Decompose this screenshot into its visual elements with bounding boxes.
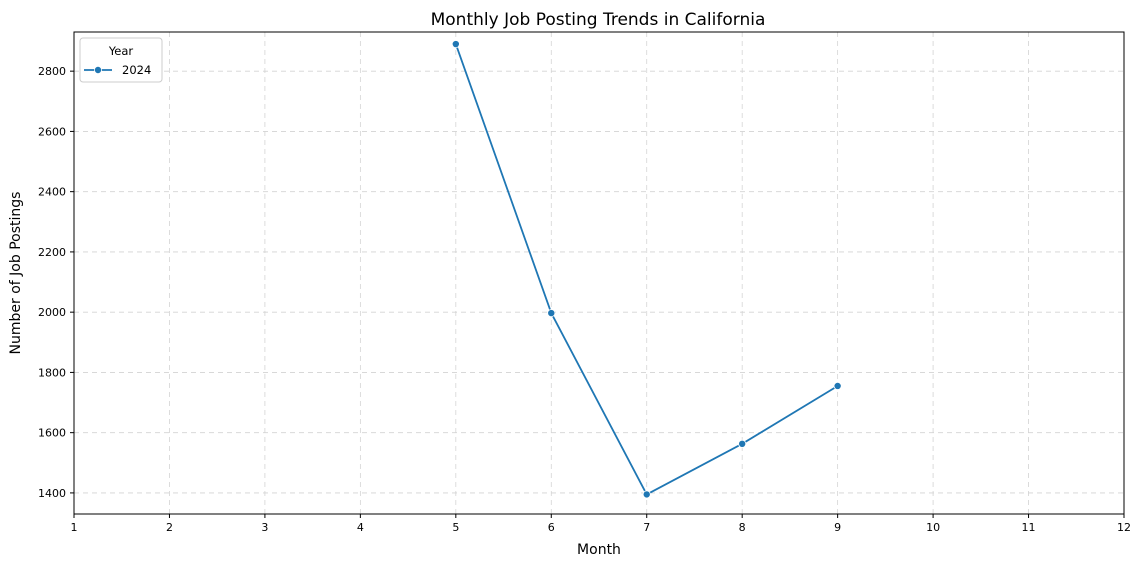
x-tick-label: 6 (548, 521, 555, 534)
y-tick-label: 2600 (38, 125, 66, 138)
x-tick-label: 1 (71, 521, 78, 534)
grid (73, 32, 1125, 514)
y-axis-label: Number of Job Postings (8, 192, 24, 355)
series-layer (451, 40, 842, 499)
data-point (451, 40, 460, 49)
plot-frame (73, 31, 1125, 515)
data-point (547, 309, 556, 318)
data-point (833, 381, 842, 390)
x-tick-label: 2 (166, 521, 173, 534)
x-tick-label: 5 (452, 521, 459, 534)
data-point (642, 490, 651, 499)
y-tick-label: 2400 (38, 186, 66, 199)
chart-title: Monthly Job Posting Trends in California (431, 10, 766, 30)
x-tick-label: 3 (261, 521, 268, 534)
x-axis: 1 2 3 4 5 6 7 8 9 10 11 12 (71, 514, 1131, 534)
legend: Year 2024 (79, 37, 163, 83)
x-tick-label: 11 (1022, 521, 1036, 534)
y-tick-label: 2200 (38, 246, 66, 259)
y-tick-label: 1400 (38, 487, 66, 500)
x-tick-label: 9 (834, 521, 841, 534)
y-tick-label: 2800 (38, 65, 66, 78)
y-tick-label: 1600 (38, 427, 66, 440)
y-axis: 1400 1600 1800 2000 2200 2400 2600 2800 (38, 65, 74, 500)
x-tick-label: 10 (926, 521, 940, 534)
data-point (738, 439, 747, 448)
x-tick-label: 12 (1117, 521, 1131, 534)
y-tick-label: 2000 (38, 306, 66, 319)
legend-entry-label: 2024 (122, 63, 151, 77)
legend-marker-swatch (94, 66, 103, 75)
x-tick-label: 4 (357, 521, 364, 534)
x-axis-label: Month (577, 542, 621, 558)
x-tick-label: 7 (643, 521, 650, 534)
legend-title: Year (108, 44, 134, 58)
x-tick-label: 8 (739, 521, 746, 534)
y-tick-label: 1800 (38, 366, 66, 379)
